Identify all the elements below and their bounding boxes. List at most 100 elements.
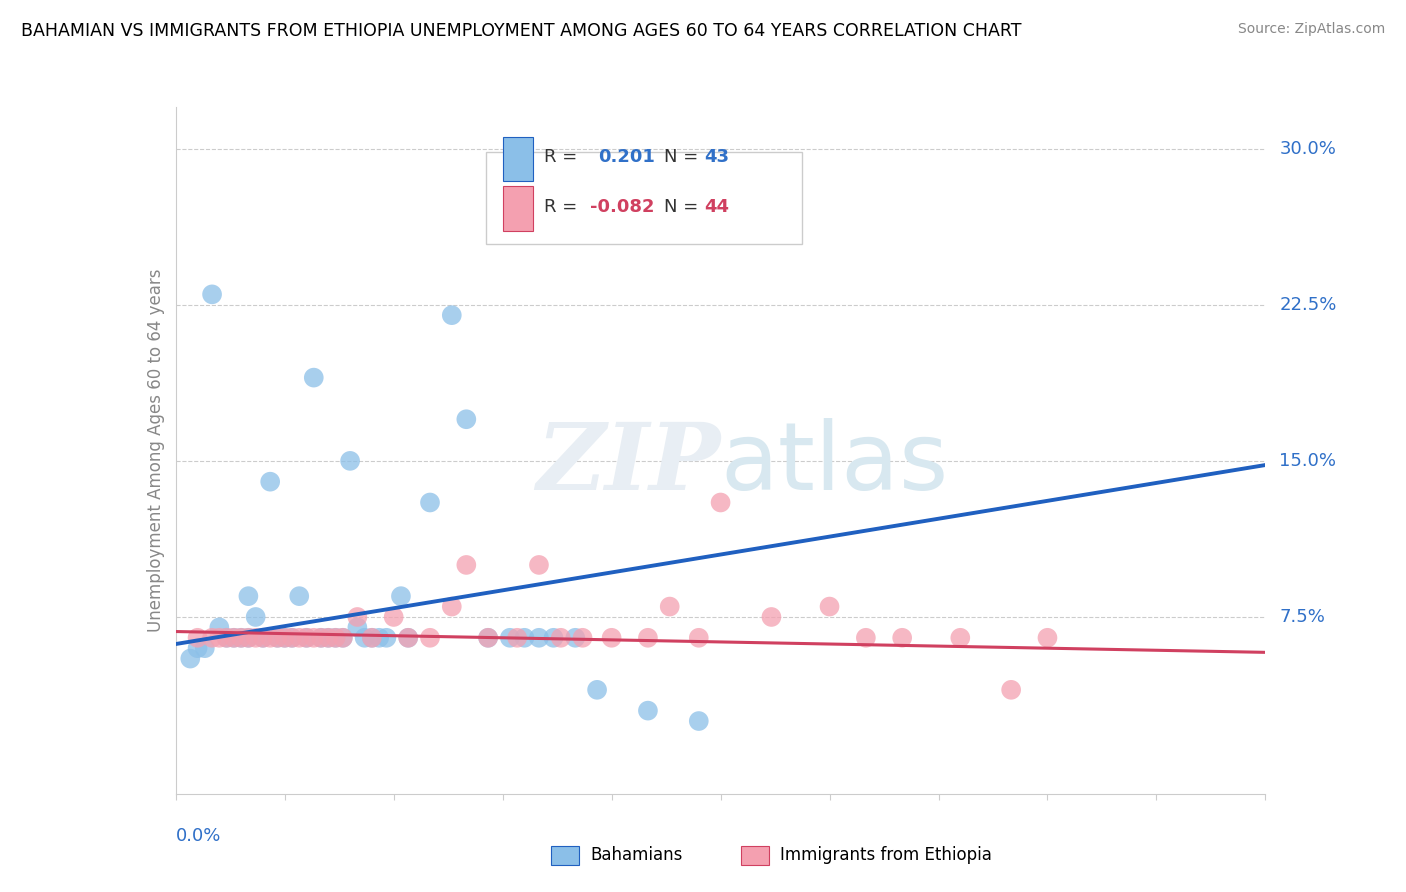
Point bbox=[332, 631, 354, 645]
Point bbox=[477, 631, 499, 645]
Point bbox=[688, 631, 710, 645]
Point bbox=[419, 495, 441, 509]
Point bbox=[456, 558, 478, 572]
Text: Immigrants from Ethiopia: Immigrants from Ethiopia bbox=[780, 846, 993, 863]
Point bbox=[266, 631, 288, 645]
Point bbox=[396, 631, 419, 645]
Text: 0.201: 0.201 bbox=[599, 148, 655, 166]
Point bbox=[637, 631, 659, 645]
Point bbox=[245, 631, 267, 645]
Point bbox=[259, 475, 281, 489]
Point bbox=[339, 454, 361, 468]
Point bbox=[295, 631, 318, 645]
Point bbox=[688, 714, 710, 728]
Point bbox=[238, 631, 260, 645]
Point bbox=[281, 631, 304, 645]
Point bbox=[1036, 631, 1059, 645]
Point bbox=[571, 631, 593, 645]
Y-axis label: Unemployment Among Ages 60 to 64 years: Unemployment Among Ages 60 to 64 years bbox=[146, 268, 165, 632]
Text: Bahamians: Bahamians bbox=[591, 846, 683, 863]
Point bbox=[266, 631, 288, 645]
Point bbox=[346, 620, 368, 634]
Text: R =: R = bbox=[544, 148, 589, 166]
Point bbox=[543, 631, 565, 645]
Point bbox=[368, 631, 391, 645]
Point bbox=[194, 641, 217, 656]
Point bbox=[375, 631, 398, 645]
Point bbox=[231, 631, 253, 645]
Text: N =: N = bbox=[664, 198, 704, 216]
Point bbox=[281, 631, 304, 645]
Point bbox=[550, 631, 572, 645]
Point bbox=[440, 308, 463, 322]
FancyBboxPatch shape bbox=[503, 186, 533, 231]
Point bbox=[891, 631, 914, 645]
Point bbox=[222, 631, 245, 645]
Point bbox=[201, 631, 224, 645]
Point bbox=[208, 631, 231, 645]
Text: -0.082: -0.082 bbox=[591, 198, 654, 216]
Point bbox=[222, 631, 245, 645]
Point bbox=[600, 631, 623, 645]
Point bbox=[288, 631, 311, 645]
Text: 43: 43 bbox=[704, 148, 730, 166]
Point bbox=[440, 599, 463, 614]
Point bbox=[208, 620, 231, 634]
Point bbox=[302, 631, 325, 645]
FancyBboxPatch shape bbox=[486, 152, 803, 244]
Point bbox=[215, 631, 238, 645]
FancyBboxPatch shape bbox=[503, 136, 533, 181]
Point bbox=[396, 631, 419, 645]
Text: R =: R = bbox=[544, 198, 583, 216]
Point bbox=[318, 631, 340, 645]
Point bbox=[288, 589, 311, 603]
Point bbox=[382, 610, 405, 624]
Point bbox=[186, 631, 209, 645]
Text: 44: 44 bbox=[704, 198, 730, 216]
Point bbox=[1000, 682, 1022, 697]
Point bbox=[215, 631, 238, 645]
Text: Source: ZipAtlas.com: Source: ZipAtlas.com bbox=[1237, 22, 1385, 37]
Point bbox=[238, 589, 260, 603]
Point bbox=[318, 631, 340, 645]
Point bbox=[231, 631, 253, 645]
Text: ZIP: ZIP bbox=[536, 419, 721, 509]
Point bbox=[637, 704, 659, 718]
Point bbox=[477, 631, 499, 645]
Point bbox=[274, 631, 297, 645]
Point bbox=[252, 631, 274, 645]
Point bbox=[201, 287, 224, 301]
Point bbox=[332, 631, 354, 645]
Text: atlas: atlas bbox=[721, 418, 949, 510]
Text: BAHAMIAN VS IMMIGRANTS FROM ETHIOPIA UNEMPLOYMENT AMONG AGES 60 TO 64 YEARS CORR: BAHAMIAN VS IMMIGRANTS FROM ETHIOPIA UNE… bbox=[21, 22, 1022, 40]
Point bbox=[506, 631, 529, 645]
Point bbox=[245, 610, 267, 624]
Point bbox=[274, 631, 297, 645]
Text: 30.0%: 30.0% bbox=[1279, 140, 1336, 158]
Point bbox=[295, 631, 318, 645]
Point bbox=[238, 631, 260, 645]
Point bbox=[855, 631, 877, 645]
Point bbox=[949, 631, 972, 645]
Point bbox=[658, 599, 681, 614]
Point bbox=[325, 631, 347, 645]
Text: N =: N = bbox=[664, 148, 704, 166]
Point bbox=[179, 651, 201, 665]
Point bbox=[186, 641, 209, 656]
Point bbox=[346, 610, 368, 624]
Point bbox=[564, 631, 586, 645]
Text: 7.5%: 7.5% bbox=[1279, 608, 1326, 626]
Point bbox=[353, 631, 375, 645]
Point bbox=[456, 412, 478, 426]
Point bbox=[309, 631, 332, 645]
Point bbox=[818, 599, 841, 614]
Point bbox=[527, 631, 550, 645]
Point bbox=[325, 631, 347, 645]
Point bbox=[252, 631, 274, 645]
Point bbox=[586, 682, 609, 697]
Point bbox=[761, 610, 783, 624]
Text: 0.0%: 0.0% bbox=[176, 827, 221, 845]
Point bbox=[513, 631, 536, 645]
Point bbox=[710, 495, 733, 509]
Text: 15.0%: 15.0% bbox=[1279, 452, 1336, 470]
